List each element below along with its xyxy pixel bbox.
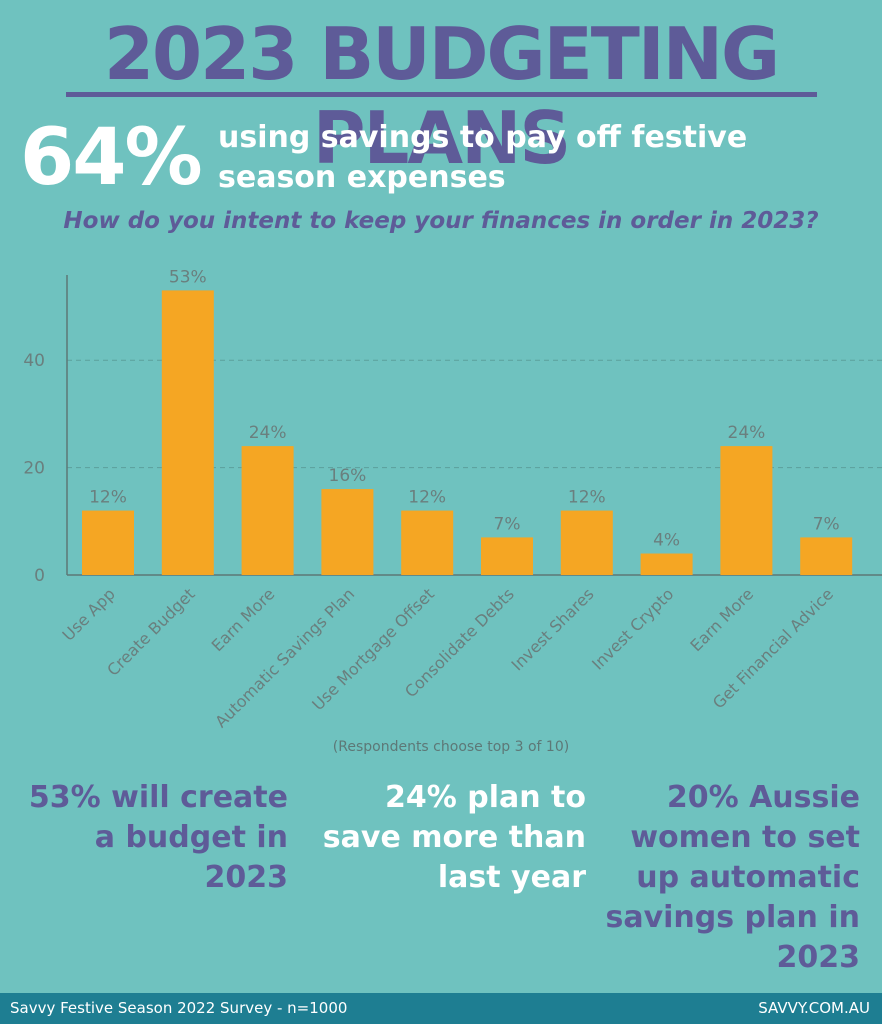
- bar: [82, 510, 134, 575]
- data-label: 4%: [653, 531, 680, 551]
- bar: [161, 290, 214, 575]
- stat-create-budget: 53% will create a budget in 2023: [28, 780, 288, 895]
- y-tick-label: 40: [23, 351, 45, 371]
- category-label: Earn More: [208, 584, 279, 655]
- category-label: Invest Shares: [508, 584, 598, 674]
- bar: [321, 489, 374, 575]
- chart-title: How do you intent to keep your finances …: [63, 208, 819, 234]
- footer-source: Savvy Festive Season 2022 Survey - n=100…: [10, 999, 348, 1017]
- bar: [241, 446, 294, 575]
- category-label: Invest Crypto: [588, 584, 677, 673]
- chart-note: (Respondents choose top 3 of 10): [332, 739, 570, 755]
- bar: [640, 553, 693, 575]
- bar: [481, 537, 533, 575]
- bar: [800, 537, 853, 575]
- data-label: 7%: [494, 514, 521, 534]
- headline-text: using savings to pay off festive season …: [218, 120, 748, 195]
- category-label: Automatic Savings Plan: [211, 584, 358, 731]
- category-label: Earn More: [686, 584, 757, 655]
- data-label: 12%: [89, 488, 127, 508]
- data-label: 16%: [329, 466, 367, 486]
- data-label: 7%: [813, 514, 840, 534]
- y-tick-label: 0: [34, 566, 45, 586]
- data-label: 53%: [169, 267, 207, 287]
- bar: [401, 510, 454, 575]
- bar: [560, 510, 613, 575]
- data-label: 12%: [568, 488, 606, 508]
- data-label: 24%: [728, 423, 766, 443]
- data-label: 24%: [249, 423, 287, 443]
- big-percent: 64%: [20, 113, 203, 203]
- page-title: 2023 BUDGETING PLANS: [103, 12, 780, 180]
- bar: [720, 446, 773, 575]
- stat-save-more: 24% plan to save more than last year: [322, 780, 586, 895]
- footer-website: SAVVY.COM.AU: [758, 999, 870, 1017]
- title-underline: [66, 92, 817, 97]
- stat-automatic-savings: 20% Aussie women to set up automatic sav…: [605, 780, 860, 975]
- data-label: 12%: [408, 488, 446, 508]
- y-tick-label: 20: [23, 459, 45, 479]
- footer-bar: Savvy Festive Season 2022 Survey - n=100…: [0, 993, 882, 1024]
- category-label: Use App: [59, 584, 119, 644]
